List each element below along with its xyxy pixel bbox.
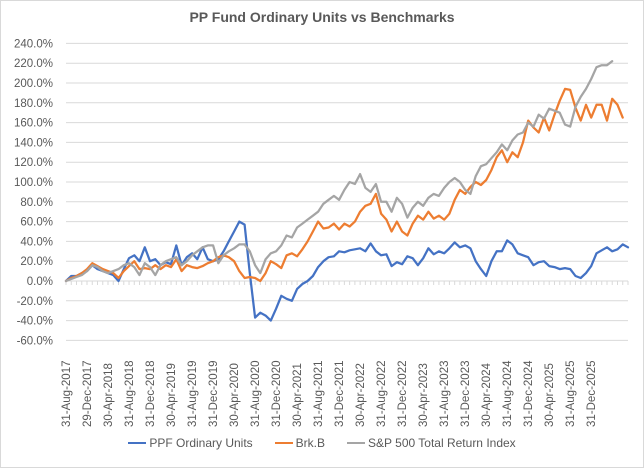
x-tick-label: 30-Apr-2019 bbox=[166, 363, 178, 427]
x-tick-label: 31-Dec-2020 bbox=[271, 361, 283, 427]
y-tick-label: 240.0% bbox=[14, 38, 53, 50]
legend-swatch-brkb bbox=[274, 441, 293, 445]
legend-swatch-sp500 bbox=[347, 441, 366, 445]
x-tick-label: 31-Aug-2017 bbox=[61, 361, 73, 428]
x-tick-label: 31-Aug-2020 bbox=[250, 361, 262, 428]
x-tick-label: 30-Apr-2018 bbox=[103, 363, 115, 427]
x-tick-label: 31-Aug-2023 bbox=[439, 361, 451, 428]
legend-item-sp500[interactable]: S&P 500 Total Return Index bbox=[347, 436, 516, 450]
y-tick-label: 160.0% bbox=[14, 118, 53, 130]
x-tick-label: 31-Dec-2025 bbox=[586, 361, 598, 427]
x-tick-label: 30-Apr-2023 bbox=[418, 363, 430, 427]
y-tick-label: 200.0% bbox=[14, 78, 53, 90]
x-tick-label: 31-Aug-2021 bbox=[313, 361, 325, 428]
legend: PPF Ordinary Units Brk.B S&P 500 Total R… bbox=[0, 436, 644, 450]
y-tick-label: -60.0% bbox=[17, 335, 53, 347]
legend-swatch-ppf bbox=[128, 441, 147, 445]
legend-item-ppf[interactable]: PPF Ordinary Units bbox=[128, 436, 253, 450]
y-tick-label: -40.0% bbox=[17, 316, 53, 328]
x-tick-label: 30-Apr-2022 bbox=[355, 363, 367, 427]
series-line-ppf bbox=[64, 220, 630, 322]
y-tick-label: 120.0% bbox=[14, 157, 53, 169]
x-tick-label: 31-Dec-2018 bbox=[145, 361, 157, 427]
y-tick-label: -20.0% bbox=[17, 296, 53, 308]
y-tick-label: 80.0% bbox=[20, 197, 53, 209]
x-tick-label: 31-Dec-2022 bbox=[397, 361, 409, 427]
y-tick-label: 140.0% bbox=[14, 137, 53, 149]
series-lines bbox=[64, 60, 630, 322]
y-tick-label: 20.0% bbox=[20, 256, 53, 268]
y-tick-label: 180.0% bbox=[14, 98, 53, 110]
x-tick-label: 30-Apr-2021 bbox=[292, 363, 304, 427]
legend-label-brkb: Brk.B bbox=[295, 436, 326, 450]
legend-label-sp500: S&P 500 Total Return Index bbox=[368, 436, 516, 450]
y-tick-label: 40.0% bbox=[20, 236, 53, 248]
x-tick-label: 31-Aug-2024 bbox=[502, 360, 514, 427]
x-tick-label: 31-Dec-2021 bbox=[334, 361, 346, 427]
x-tick-label: 31-Aug-2025 bbox=[565, 361, 577, 428]
chart-title: PP Fund Ordinary Units vs Benchmarks bbox=[189, 9, 455, 25]
x-tick-label: 31-Aug-2019 bbox=[187, 361, 199, 428]
y-axis: 240.0% 220.0% 200.0% 180.0% 160.0% 140.0% 120.… bbox=[14, 38, 53, 347]
legend-item-brkb[interactable]: Brk.B bbox=[274, 436, 326, 450]
gridlines bbox=[66, 42, 628, 341]
y-tick-label: 60.0% bbox=[20, 217, 53, 229]
y-tick-label: 100.0% bbox=[14, 177, 53, 189]
x-tick-label: 31-Dec-2019 bbox=[208, 361, 220, 427]
y-tick-label: 0.0% bbox=[27, 276, 53, 288]
x-tick-label: 30-Apr-2025 bbox=[544, 363, 556, 427]
x-tick-label: 31-Dec-2024 bbox=[523, 360, 535, 427]
x-tick-label: 29-Dec-2017 bbox=[82, 361, 94, 427]
series-line-sp500 bbox=[64, 60, 614, 283]
x-tick-label: 30-Apr-2020 bbox=[229, 363, 241, 427]
x-tick-label: 31-Aug-2022 bbox=[376, 361, 388, 428]
x-tick-label: 31-Dec-2023 bbox=[460, 361, 472, 427]
legend-label-ppf: PPF Ordinary Units bbox=[149, 436, 253, 450]
x-tick-label: 31-Aug-2018 bbox=[124, 361, 136, 428]
x-axis: 31-Aug-2017 29-Dec-2017 30-Apr-2018 31-Aug-… bbox=[61, 280, 629, 428]
y-tick-label: 220.0% bbox=[14, 58, 53, 70]
x-tick-label: 30-Apr-2024 bbox=[481, 362, 493, 427]
